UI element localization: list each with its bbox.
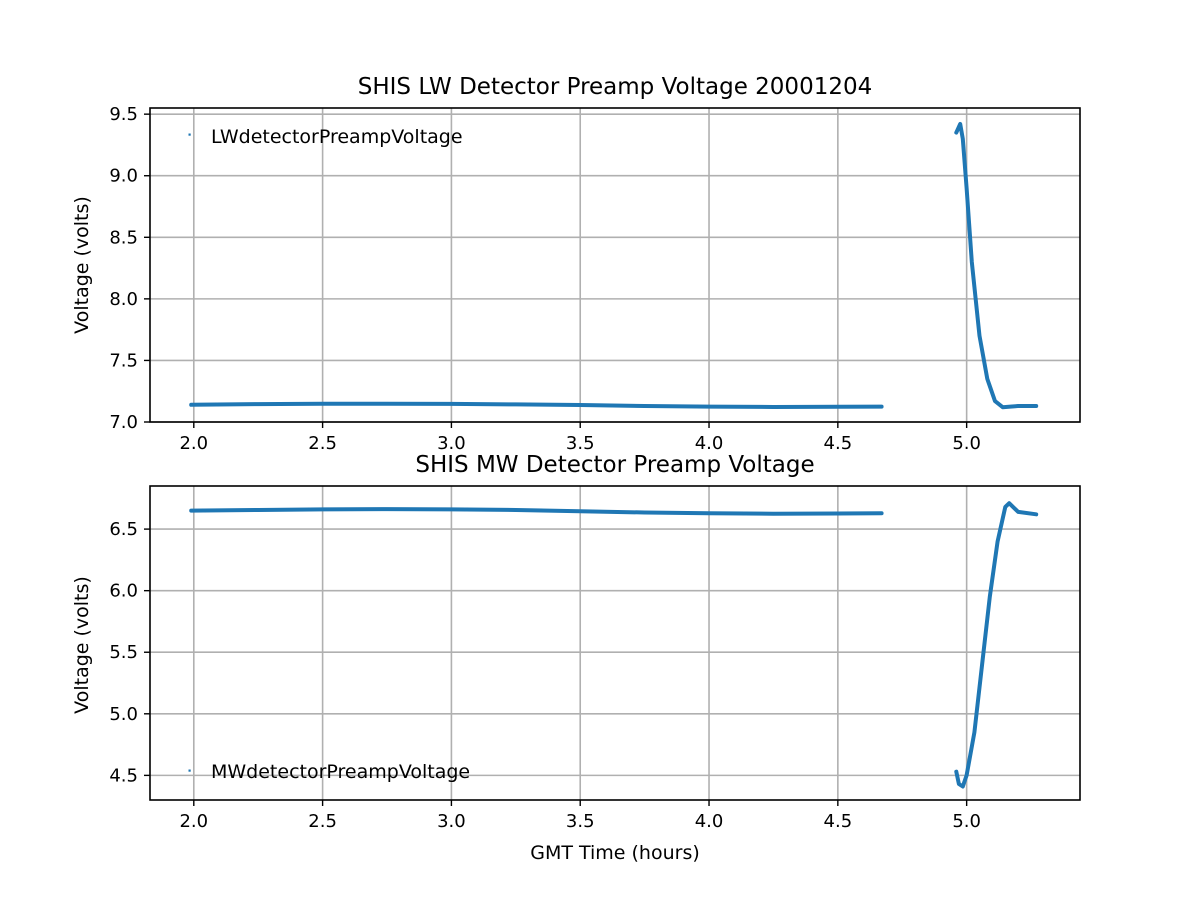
lw-y-tick-label: 9.0: [109, 166, 138, 187]
mw-chart-title: SHIS MW Detector Preamp Voltage: [415, 452, 814, 478]
lw-y-tick-label: 8.5: [109, 227, 138, 248]
mw-y-tick-label: 6.5: [109, 519, 138, 540]
mw-x-tick-label: 4.5: [824, 811, 853, 832]
mw-y-tick-label: 5.0: [109, 704, 138, 725]
mw-x-tick-label: 2.0: [179, 811, 208, 832]
mw-grid: [150, 486, 1080, 800]
mw-ticks: 2.0 2.5 3.0 3.5 4.0 4.5 5.0 4.5 5.0 5.5 6.0 6.5: [109, 519, 981, 832]
lw-y-axis-label: Voltage (volts): [71, 196, 93, 334]
mw-x-tick-label: 4.0: [695, 811, 724, 832]
mw-legend-marker: [188, 769, 191, 772]
lw-x-tick-label: 2.5: [308, 433, 337, 454]
mw-y-axis-label: Voltage (volts): [71, 576, 93, 714]
lw-y-tick-label: 7.0: [109, 412, 138, 433]
lw-legend-label: LWdetectorPreampVoltage: [211, 126, 463, 148]
mw-voltage-panel: 2.0 2.5 3.0 3.5 4.0 4.5 5.0 4.5 5.0 5.5 6.0 6.5 SHI…: [71, 452, 1081, 864]
lw-chart-title: SHIS LW Detector Preamp Voltage 20001204: [358, 74, 873, 100]
mw-x-tick-label: 3.5: [566, 811, 595, 832]
lw-x-tick-label: 3.0: [437, 433, 466, 454]
mw-y-tick-label: 4.5: [109, 765, 138, 786]
mw-y-tick-label: 6.0: [109, 581, 138, 602]
lw-y-tick-label: 7.5: [109, 350, 138, 371]
lw-x-tick-label: 5.0: [952, 433, 981, 454]
mw-y-tick-label: 5.5: [109, 642, 138, 663]
lw-y-tick-label: 8.0: [109, 289, 138, 310]
mw-series-line: [954, 501, 1039, 789]
mw-x-tick-label: 5.0: [952, 811, 981, 832]
lw-x-tick-label: 2.0: [179, 433, 208, 454]
lw-x-tick-label: 4.0: [695, 433, 724, 454]
mw-legend: MWdetectorPreampVoltage: [188, 761, 470, 783]
lw-series: [189, 122, 1039, 410]
lw-y-tick-label: 9.5: [109, 104, 138, 125]
lw-x-tick-label: 3.5: [566, 433, 595, 454]
lw-voltage-panel: 2.0 2.5 3.0 3.5 4.0 4.5 5.07.07.58.08.59.09.5 …: [71, 74, 1081, 454]
mw-plot-frame: [149, 485, 1081, 801]
lw-ticks: 2.0 2.5 3.0 3.5 4.0 4.5 5.0 7.0 7.5 8.0 8.5 9.0 9.5: [109, 104, 981, 454]
mw-series-line: [189, 507, 884, 516]
lw-series-line: [189, 401, 884, 409]
x-axis-label: GMT Time (hours): [530, 842, 700, 864]
lw-legend-marker: [188, 133, 191, 136]
mw-legend-label: MWdetectorPreampVoltage: [211, 761, 470, 783]
mw-series: [189, 501, 1039, 789]
mw-x-tick-label: 3.0: [437, 811, 466, 832]
lw-x-tick-label: 4.5: [824, 433, 853, 454]
lw-series-line: [954, 122, 1039, 410]
mw-x-tick-label: 2.5: [308, 811, 337, 832]
lw-legend: LWdetectorPreampVoltage: [188, 126, 463, 148]
lw-plot-frame: [149, 107, 1081, 423]
